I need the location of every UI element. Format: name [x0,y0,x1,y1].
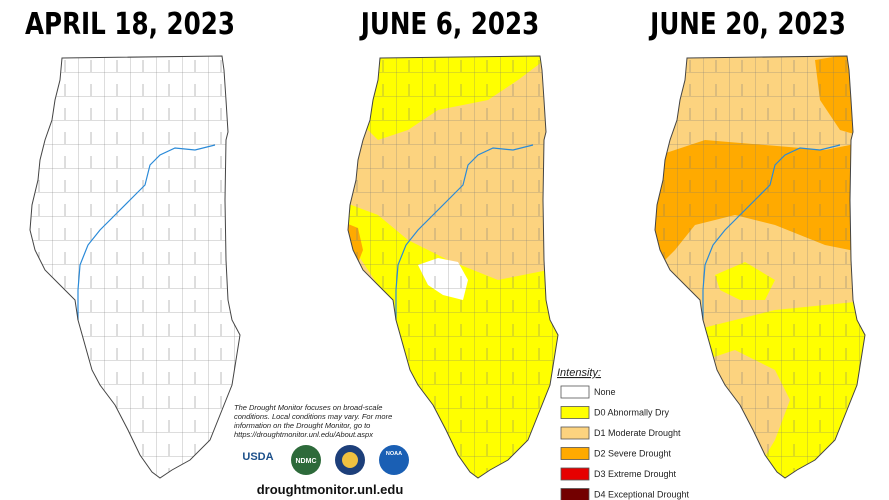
legend-swatch [560,385,590,399]
note-line: information on the Drought Monitor, go t… [234,421,370,430]
map-april [29,55,241,479]
url: droughtmonitor.unl.edu [257,482,404,497]
map-title: APRIL 18, 2023 [25,8,235,42]
logo-doc-inner [342,452,358,468]
map-title: JUNE 6, 2023 [359,8,539,42]
legend-swatch [560,488,590,500]
note-line: The Drought Monitor focuses on broad-sca… [234,403,382,412]
legend-swatch [560,406,590,419]
legend-label: None [594,387,616,397]
legend-title: Intensity: [557,367,601,379]
legend-swatch [560,467,590,481]
legend-swatch [560,426,590,440]
legend-label: D1 Moderate Drought [594,428,681,438]
map-title: JUNE 20, 2023 [648,8,845,42]
logo-usda: USDA [242,451,273,463]
note-line: https://droughtmonitor.unl.edu/About.asp… [234,430,373,439]
logos: USDA NDMC NOAA [240,445,409,475]
note-line: conditions. Local conditions may vary. F… [234,412,392,421]
legend-label: D0 Abnormally Dry [594,408,670,418]
legend-swatch [560,447,590,460]
legend-label: D4 Exceptional Drought [594,490,690,500]
map-june20 [654,55,866,479]
legend-label: D3 Extreme Drought [594,469,677,479]
legend: Intensity: None D0 Abnormally Dry D1 Moder… [557,367,690,500]
logo-noaa [379,445,409,475]
logo-ndmc-text: NDMC [296,458,317,465]
note: The Drought Monitor focuses on broad-sca… [234,403,392,439]
logo-ndmc [291,445,321,475]
logo-noaa-text: NOAA [386,451,402,457]
logo-bg [240,447,276,471]
legend-label: D2 Severe Drought [594,449,672,459]
